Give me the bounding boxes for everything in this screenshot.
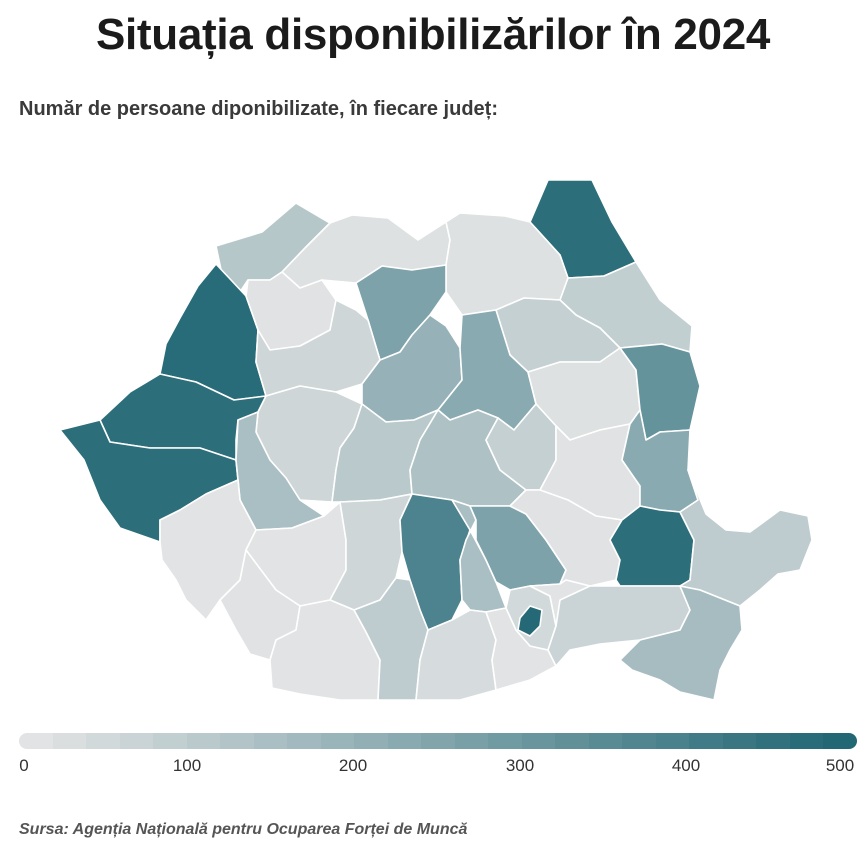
legend-segment — [823, 733, 857, 749]
legend-segment — [19, 733, 53, 749]
legend-segment — [220, 733, 254, 749]
county-CT[interactable] — [619, 585, 743, 701]
county-B[interactable] — [517, 605, 543, 637]
legend-segment — [588, 733, 623, 749]
legend-segment — [287, 733, 321, 749]
legend-tick-200: 200 — [338, 756, 368, 775]
legend-segment — [52, 733, 87, 749]
map-subtitle: Număr de persoane diponibilizate, în fie… — [19, 98, 498, 120]
legend-segment — [320, 733, 355, 749]
legend-gradient-bar — [19, 733, 857, 749]
county-IL[interactable] — [529, 579, 591, 627]
legend-segment — [488, 733, 522, 749]
legend-segment — [521, 733, 556, 749]
legend-segment — [153, 733, 187, 749]
romania-county-map — [59, 179, 813, 701]
county-BZ[interactable] — [509, 489, 623, 587]
legend-segment — [421, 733, 455, 749]
legend-segment — [454, 733, 489, 749]
legend-segment — [186, 733, 221, 749]
legend-segment — [722, 733, 757, 749]
legend-segment — [119, 733, 154, 749]
legend-segment — [555, 733, 589, 749]
legend-tick-300: 300 — [505, 756, 535, 775]
legend-segment — [756, 733, 790, 749]
legend-segment — [253, 733, 288, 749]
legend-segment — [86, 733, 120, 749]
legend-segment — [789, 733, 824, 749]
legend-segment — [655, 733, 690, 749]
color-legend — [19, 733, 857, 749]
legend-tick-400: 400 — [671, 756, 701, 775]
legend-segment — [387, 733, 422, 749]
legend-tick-0: 0 — [19, 756, 29, 775]
county-TL[interactable] — [679, 469, 813, 607]
legend-tick-100: 100 — [172, 756, 202, 775]
legend-segment — [622, 733, 656, 749]
legend-tick-500: 500 — [825, 756, 855, 775]
page-title: Situația disponibilizărilor în 2024 — [95, 10, 771, 59]
legend-segment — [689, 733, 723, 749]
source-note: Sursa: Agenția Națională pentru Ocuparea… — [19, 821, 468, 838]
legend-segment — [354, 733, 388, 749]
